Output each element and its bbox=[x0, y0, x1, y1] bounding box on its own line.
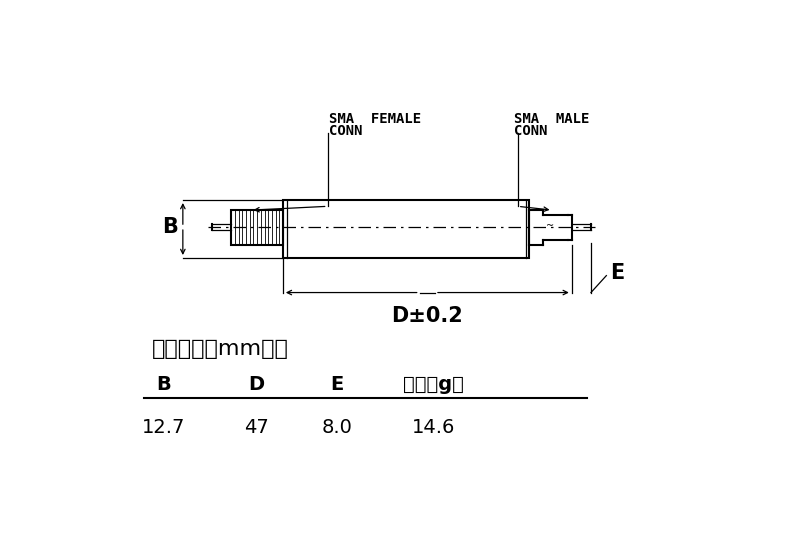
Text: SMA  FEMALE: SMA FEMALE bbox=[329, 112, 422, 125]
Text: ~: ~ bbox=[546, 221, 554, 231]
Text: B: B bbox=[162, 217, 178, 237]
Text: D: D bbox=[248, 376, 264, 395]
Text: E: E bbox=[610, 263, 625, 283]
Text: 重量（g）: 重量（g） bbox=[402, 376, 463, 395]
Text: D±0.2: D±0.2 bbox=[391, 306, 463, 326]
Text: CONN: CONN bbox=[514, 124, 547, 138]
Text: 外观尺寸（mm）：: 外观尺寸（mm）： bbox=[152, 339, 289, 359]
Text: E: E bbox=[330, 376, 343, 395]
Bar bbox=[283, 200, 530, 258]
Text: CONN: CONN bbox=[329, 124, 362, 138]
Text: 8.0: 8.0 bbox=[322, 418, 352, 437]
Text: 14.6: 14.6 bbox=[411, 418, 454, 437]
Text: 12.7: 12.7 bbox=[142, 418, 186, 437]
Text: B: B bbox=[156, 376, 171, 395]
Bar bbox=[231, 210, 283, 245]
Text: SMA  MALE: SMA MALE bbox=[514, 112, 590, 125]
Text: 47: 47 bbox=[244, 418, 268, 437]
